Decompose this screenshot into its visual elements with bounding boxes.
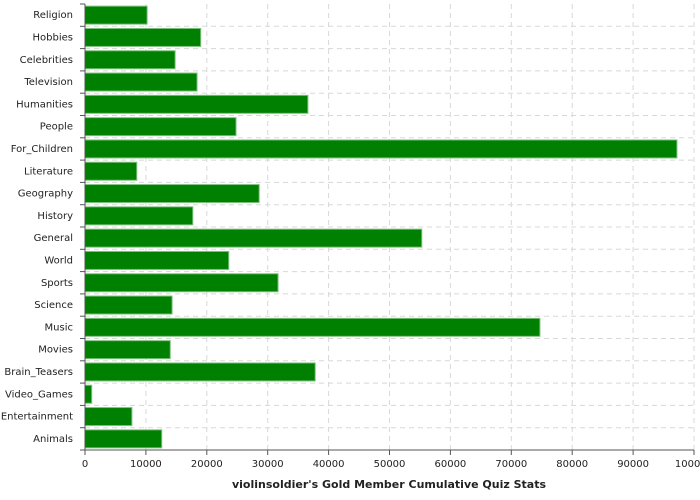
- bar: [84, 317, 541, 337]
- y-tick-label: Science: [34, 300, 73, 311]
- y-tick-label: For_Children: [11, 144, 73, 155]
- y-tick-label: World: [44, 255, 73, 266]
- x-tick-label: 20000: [191, 459, 223, 470]
- y-tick-label: Religion: [33, 10, 73, 21]
- y-tick-label: Hobbies: [33, 32, 73, 43]
- bar: [84, 273, 279, 293]
- x-tick-label: 60000: [434, 459, 466, 470]
- bar: [84, 407, 133, 427]
- y-tick-label: People: [40, 122, 73, 133]
- x-tick-label: 40000: [313, 459, 345, 470]
- x-tick-label: 30000: [252, 459, 284, 470]
- bar: [84, 139, 678, 159]
- bar: [84, 206, 194, 226]
- bar: [84, 50, 176, 70]
- x-axis-title: violinsoldier's Gold Member Cumulative Q…: [232, 478, 546, 491]
- x-tick-label: 0: [82, 459, 88, 470]
- bar: [84, 340, 171, 360]
- y-tick-label: Movies: [38, 345, 73, 356]
- x-tick-label: 90000: [617, 459, 649, 470]
- bar: [84, 72, 198, 92]
- y-tick-label: Sports: [41, 278, 73, 289]
- y-tick-label: Entertainment: [1, 412, 73, 423]
- x-tick-label: 10000: [130, 459, 162, 470]
- bar: [84, 429, 163, 449]
- bar: [84, 161, 138, 181]
- bar: [84, 295, 173, 315]
- y-tick-label: Music: [45, 322, 73, 333]
- x-tick-label: 80000: [556, 459, 588, 470]
- bar: [84, 184, 260, 204]
- bar: [84, 27, 202, 47]
- y-tick-label: Animals: [33, 434, 73, 445]
- y-tick-label: History: [37, 211, 73, 222]
- y-tick-label: Brain_Teasers: [4, 367, 73, 378]
- x-tick-label: 100000: [675, 459, 700, 470]
- bar: [84, 384, 93, 404]
- bar: [84, 5, 148, 25]
- y-tick-label: Celebrities: [20, 55, 73, 66]
- bar: [84, 94, 309, 114]
- y-tick-label: Video_Games: [5, 389, 73, 400]
- x-tick-label: 50000: [374, 459, 406, 470]
- bar: [84, 228, 423, 248]
- y-tick-label: Humanities: [16, 99, 73, 110]
- bar: [84, 117, 237, 137]
- bar: [84, 362, 316, 382]
- bar: [84, 250, 230, 270]
- y-tick-label: Geography: [18, 189, 73, 200]
- y-tick-label: Literature: [24, 166, 73, 177]
- x-tick-label: 70000: [495, 459, 527, 470]
- y-tick-label: Television: [23, 77, 73, 88]
- y-tick-label: General: [34, 233, 73, 244]
